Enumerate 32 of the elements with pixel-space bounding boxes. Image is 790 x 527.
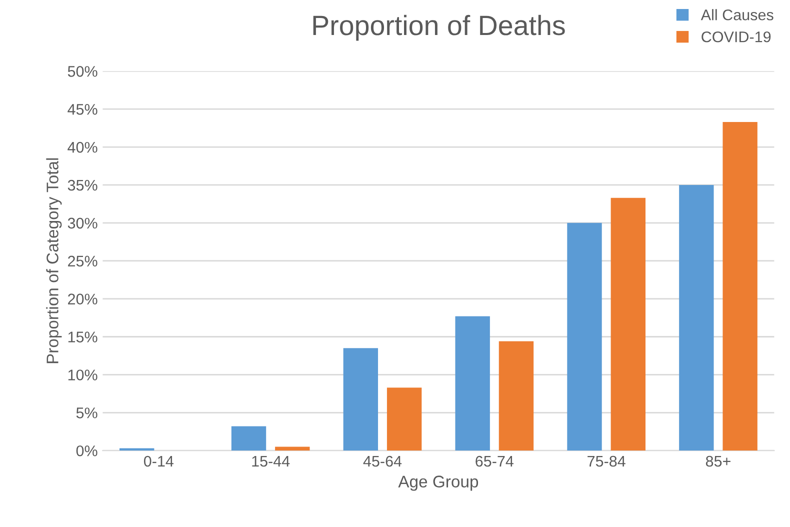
x-tick-label: 85+ xyxy=(706,456,730,467)
legend-label: COVID-19 xyxy=(702,31,771,42)
bar xyxy=(610,198,646,451)
bar xyxy=(455,316,490,451)
x-tick-label: 65-74 xyxy=(476,456,514,467)
bar xyxy=(567,222,602,451)
bar xyxy=(343,348,378,451)
x-tick-label: 45-64 xyxy=(363,456,402,467)
legend-label: All Causes xyxy=(700,9,774,20)
y-tick-label: 10% xyxy=(68,370,98,380)
y-tick-label: 25% xyxy=(68,256,98,267)
y-axis-title: Proportion of Category Total xyxy=(46,158,62,364)
y-tick-label: 40% xyxy=(68,142,98,153)
x-tick-label: 0-14 xyxy=(144,456,174,467)
y-tick-label: 30% xyxy=(68,218,98,229)
bar xyxy=(679,184,714,451)
y-tick-label: 20% xyxy=(68,294,98,304)
y-tick-label: 35% xyxy=(68,180,98,191)
bar xyxy=(231,426,266,451)
bar xyxy=(498,341,534,451)
bar xyxy=(386,388,422,451)
bar xyxy=(275,446,310,451)
y-tick-label: 5% xyxy=(76,408,98,418)
y-tick-label: 45% xyxy=(68,104,98,115)
chart-title: Proportion of Deaths xyxy=(313,14,565,41)
x-tick-label: 15-44 xyxy=(252,456,290,467)
y-tick-label: 50% xyxy=(68,66,98,77)
y-tick-label: 15% xyxy=(68,332,98,342)
x-tick-label: 75-84 xyxy=(588,456,626,467)
y-tick-label: 0% xyxy=(76,445,98,456)
bar xyxy=(722,122,758,451)
x-axis-title: Age Group xyxy=(398,476,478,491)
